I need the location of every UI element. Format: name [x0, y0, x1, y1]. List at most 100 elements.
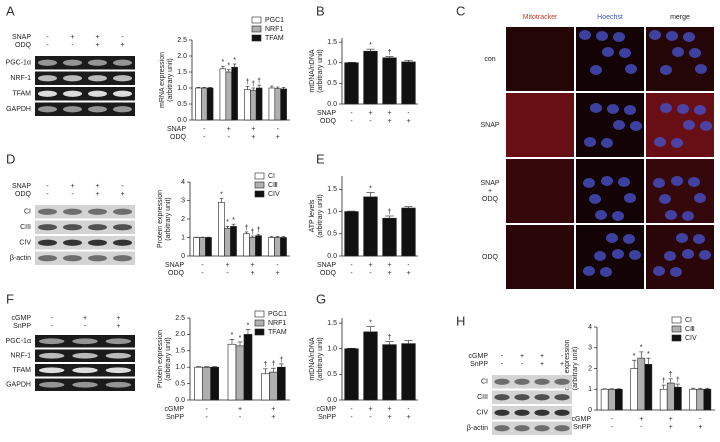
- legend-swatch: [671, 316, 682, 324]
- blot-strip: [35, 56, 135, 70]
- treatment-sign: -: [226, 270, 229, 277]
- nucleus: [594, 251, 606, 261]
- significance-mark: †: [388, 209, 392, 216]
- treatment-sign: -: [203, 134, 206, 141]
- legend-label: TFAM: [265, 35, 284, 42]
- treatment-name: SnPP: [166, 414, 184, 421]
- significance-mark: *: [369, 185, 372, 192]
- error-bar: [245, 86, 250, 90]
- error-bar: [245, 329, 251, 335]
- blot-band: [63, 106, 82, 113]
- blot-band: [72, 352, 98, 359]
- y-axis-label: (arbitrary unit): [165, 197, 172, 241]
- y-tick-label: 2: [588, 365, 592, 372]
- bar: [202, 366, 211, 401]
- nucleus: [665, 210, 677, 220]
- bar: [363, 331, 378, 401]
- treatment-sign: -: [407, 110, 410, 117]
- y-tick-label: 0.5: [177, 101, 187, 108]
- nucleus: [672, 47, 684, 57]
- error-bar: [257, 84, 261, 88]
- bar: [673, 386, 682, 411]
- blot-band: [105, 381, 131, 388]
- error-bar: [270, 367, 276, 373]
- treatment-sign: -: [350, 414, 353, 421]
- blot-band: [514, 409, 530, 416]
- blot-band: [88, 75, 107, 82]
- nucleus: [671, 138, 683, 148]
- legend-label: NRF1: [265, 26, 283, 33]
- blot-strip: [492, 406, 572, 420]
- blot-band: [534, 425, 550, 432]
- bar: [382, 217, 397, 257]
- treatment-sign: +: [368, 406, 372, 413]
- treatment-sign: +: [387, 118, 391, 125]
- blot-band: [113, 208, 132, 215]
- blot-band: [39, 352, 65, 359]
- error-bar: [231, 223, 236, 227]
- bar: [401, 61, 416, 105]
- bar: [703, 388, 712, 411]
- y-tick-label: 0.5: [327, 231, 337, 238]
- significance-mark: *: [233, 57, 236, 64]
- treatment-name: cGMP: [317, 406, 337, 413]
- bar: [268, 87, 276, 121]
- y-axis-label: (arbitrary unit): [572, 347, 579, 391]
- error-bar: [237, 341, 243, 346]
- blot-row-label: CI: [24, 209, 31, 216]
- nucleus: [579, 30, 591, 40]
- treatment-sign: +: [406, 118, 410, 125]
- error-bar: [221, 65, 225, 69]
- error-bar: [639, 351, 644, 359]
- treatment-sign: +: [116, 315, 120, 322]
- nucleus: [683, 32, 695, 42]
- blot-band: [514, 394, 530, 401]
- error-bar: [219, 198, 224, 203]
- significance-mark: †: [662, 378, 666, 385]
- treatment-sign: -: [369, 414, 372, 421]
- blot-band: [113, 59, 132, 66]
- nucleus: [619, 48, 631, 58]
- y-tick-label: 1.0: [177, 85, 187, 92]
- nucleus: [612, 211, 624, 221]
- error-bar: [366, 192, 375, 197]
- treatment-sign: +: [560, 361, 564, 368]
- nucleus: [600, 267, 612, 277]
- treatment-sign: -: [369, 270, 372, 277]
- y-tick-label: 0: [588, 407, 592, 414]
- treatment-sign: -: [46, 183, 49, 190]
- bar: [344, 62, 359, 105]
- treatment-sign: -: [277, 126, 280, 133]
- nucleus: [688, 177, 700, 187]
- treatment-sign: -: [407, 406, 410, 413]
- error-bar: [270, 85, 274, 88]
- treatment-name: SNAP: [317, 110, 336, 117]
- y-axis-label: Protein expression: [157, 330, 164, 388]
- treatment-sign: +: [95, 42, 99, 49]
- blot-band: [39, 381, 65, 388]
- blot-row-label: NRF-1: [10, 353, 31, 360]
- row-label: SNAP: [480, 122, 499, 129]
- treatment-sign: -: [71, 42, 74, 49]
- blot-row-label: TFAM: [12, 367, 31, 374]
- error-bar: [661, 384, 666, 390]
- significance-mark: †: [388, 334, 392, 341]
- nucleus: [653, 178, 665, 188]
- treatment-sign: -: [501, 361, 504, 368]
- blot-band: [494, 394, 510, 401]
- treatment-sign: +: [387, 414, 391, 421]
- treatment-sign: -: [561, 353, 564, 360]
- error-bar: [196, 87, 201, 88]
- significance-mark: †: [245, 79, 249, 86]
- significance-mark: †: [669, 372, 673, 379]
- blot-band: [63, 255, 82, 262]
- treatment-sign: +: [251, 126, 255, 133]
- y-tick-label: 1.0: [327, 208, 337, 215]
- blot-row-label: CIV: [19, 240, 31, 247]
- significance-mark: *: [633, 353, 636, 360]
- treatment-sign: +: [540, 353, 544, 360]
- treatment-sign: +: [387, 262, 391, 269]
- treatment-sign: +: [83, 315, 87, 322]
- treatment-sign: -: [521, 361, 524, 368]
- bar: [614, 388, 623, 411]
